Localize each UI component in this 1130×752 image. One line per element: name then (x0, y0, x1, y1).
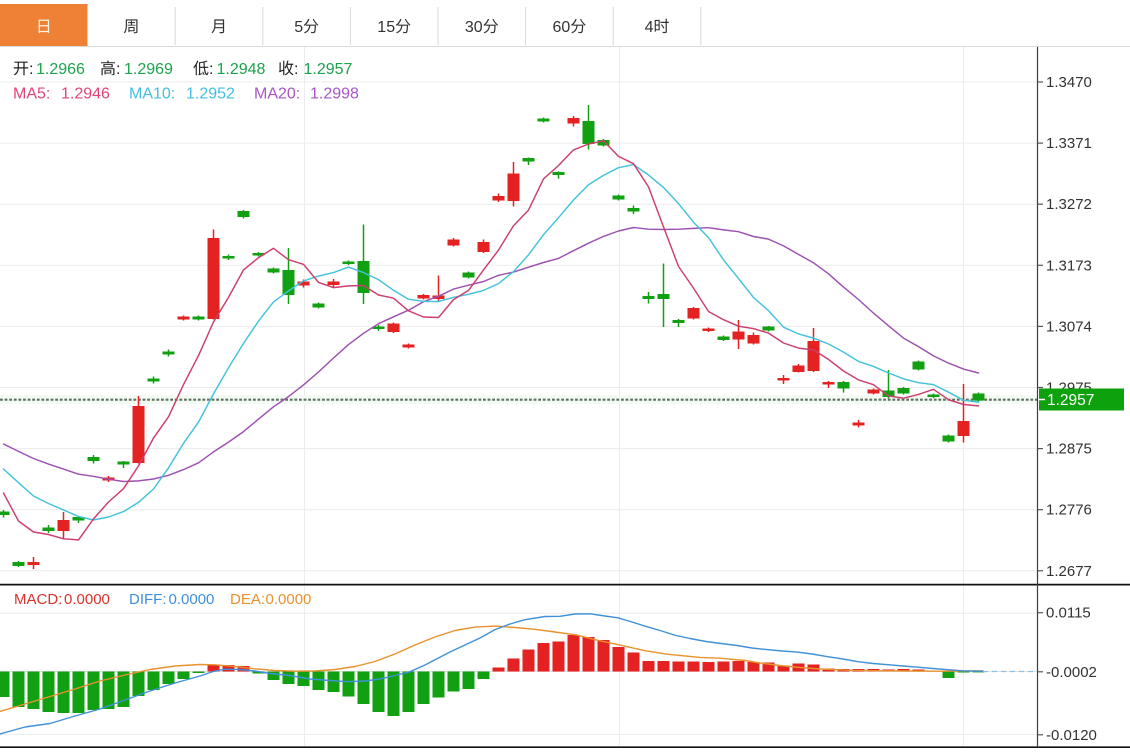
svg-text:0.0000: 0.0000 (64, 591, 110, 608)
svg-text:1.3074: 1.3074 (1046, 318, 1092, 335)
svg-text:4: 4 (645, 19, 654, 36)
svg-text::: : (294, 61, 298, 78)
svg-text:MACD:: MACD: (14, 591, 62, 608)
svg-text:1.3371: 1.3371 (1046, 135, 1092, 152)
svg-text:DEA:: DEA: (230, 591, 265, 608)
svg-text:MA5:: MA5: (13, 86, 50, 103)
svg-text:1.3173: 1.3173 (1046, 257, 1092, 274)
svg-text:1.2948: 1.2948 (217, 61, 266, 78)
svg-text:1.2776: 1.2776 (1046, 502, 1092, 519)
svg-text:-0.0002: -0.0002 (1046, 664, 1097, 681)
svg-text:1.2998: 1.2998 (310, 86, 359, 103)
svg-text:1.2946: 1.2946 (61, 86, 110, 103)
svg-text:30: 30 (465, 19, 483, 36)
svg-text:1.2952: 1.2952 (186, 86, 235, 103)
svg-text:15: 15 (377, 19, 395, 36)
svg-text::: : (29, 61, 33, 78)
svg-text:DIFF:: DIFF: (129, 591, 167, 608)
svg-text:1.2957: 1.2957 (1047, 392, 1094, 409)
svg-text:MA10:: MA10: (129, 86, 175, 103)
svg-text:0.0115: 0.0115 (1046, 605, 1091, 622)
svg-text:1.3470: 1.3470 (1046, 74, 1092, 91)
svg-text:5: 5 (294, 19, 303, 36)
svg-text:60: 60 (553, 19, 571, 36)
svg-text:1.2966: 1.2966 (36, 61, 85, 78)
svg-text:0.0000: 0.0000 (266, 591, 312, 608)
svg-text:-0.0120: -0.0120 (1046, 727, 1097, 744)
svg-text:1.2957: 1.2957 (304, 61, 353, 78)
svg-text::: : (209, 61, 213, 78)
svg-text:MA20:: MA20: (254, 86, 300, 103)
svg-text:1.2875: 1.2875 (1046, 441, 1092, 458)
svg-text:0.0000: 0.0000 (169, 591, 215, 608)
svg-text:1.3272: 1.3272 (1046, 196, 1092, 213)
svg-text::: : (116, 61, 120, 78)
svg-text:1.2969: 1.2969 (124, 61, 173, 78)
svg-text:1.2677: 1.2677 (1046, 563, 1092, 580)
